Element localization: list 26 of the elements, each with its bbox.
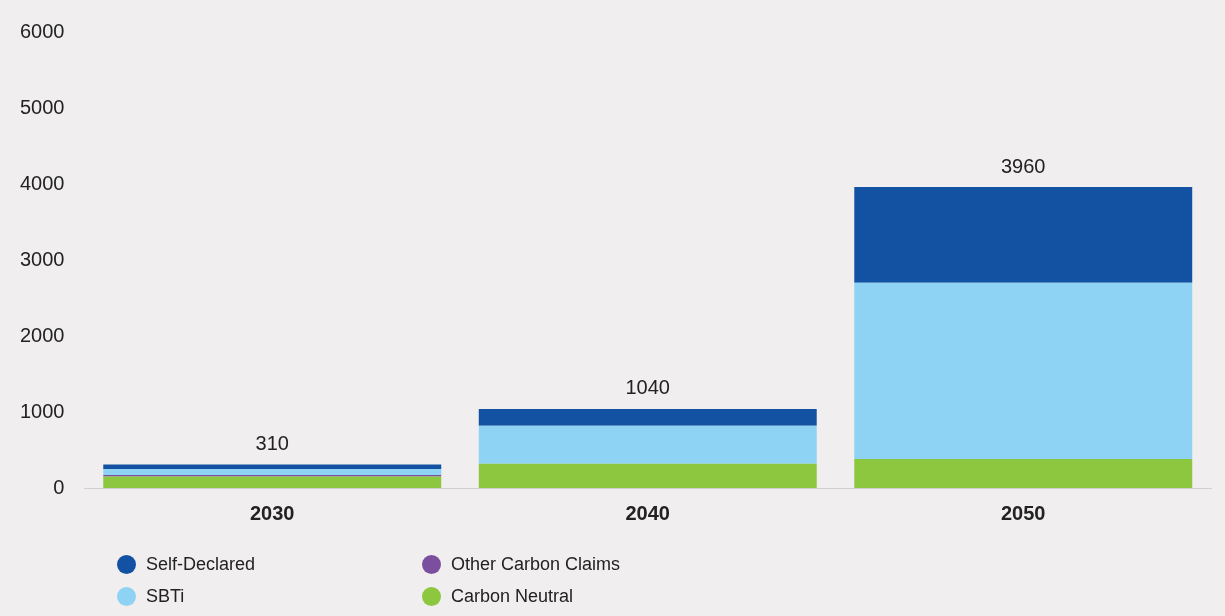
- bar: [478, 463, 817, 488]
- total-label: 3960: [1001, 154, 1046, 177]
- bar: [478, 425, 817, 464]
- bar: [103, 476, 442, 488]
- y-tick-label: 0: [53, 475, 65, 498]
- x-tick-label: 2050: [1001, 501, 1046, 524]
- y-tick-label: 5000: [19, 95, 65, 118]
- total-label: 1040: [625, 376, 670, 399]
- total-label: 310: [255, 431, 289, 454]
- y-tick-label: 2000: [19, 323, 65, 346]
- legend-label: SBTi: [146, 585, 185, 607]
- y-tick-label: 3000: [19, 247, 65, 270]
- bar: [478, 408, 817, 426]
- legend-label: Self-Declared: [146, 553, 256, 575]
- y-tick-label: 6000: [19, 19, 65, 42]
- bar: [103, 469, 442, 476]
- y-tick-label: 4000: [19, 171, 65, 194]
- legend-label: Carbon Neutral: [451, 585, 574, 607]
- y-tick-label: 1000: [19, 399, 65, 422]
- bar: [103, 464, 442, 469]
- legend-label: Other Carbon Claims: [451, 553, 621, 575]
- bar: [854, 282, 1193, 460]
- bar: [854, 187, 1193, 283]
- x-tick-label: 2030: [249, 501, 295, 524]
- x-tick-label: 2040: [625, 501, 670, 524]
- bar: [854, 459, 1193, 488]
